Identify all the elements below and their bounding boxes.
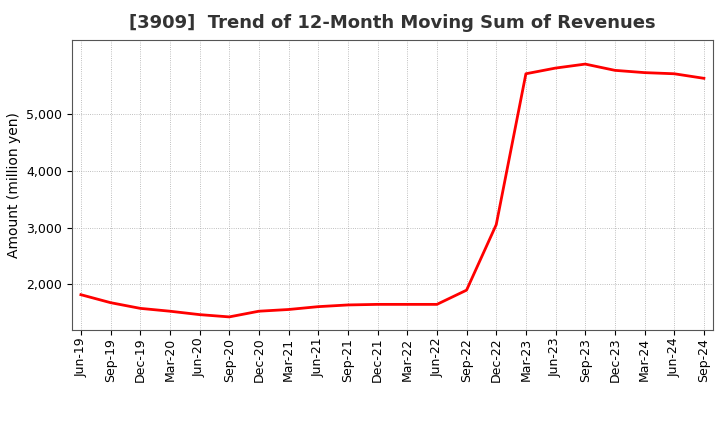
Title: [3909]  Trend of 12-Month Moving Sum of Revenues: [3909] Trend of 12-Month Moving Sum of R… (129, 15, 656, 33)
Y-axis label: Amount (million yen): Amount (million yen) (6, 112, 21, 258)
